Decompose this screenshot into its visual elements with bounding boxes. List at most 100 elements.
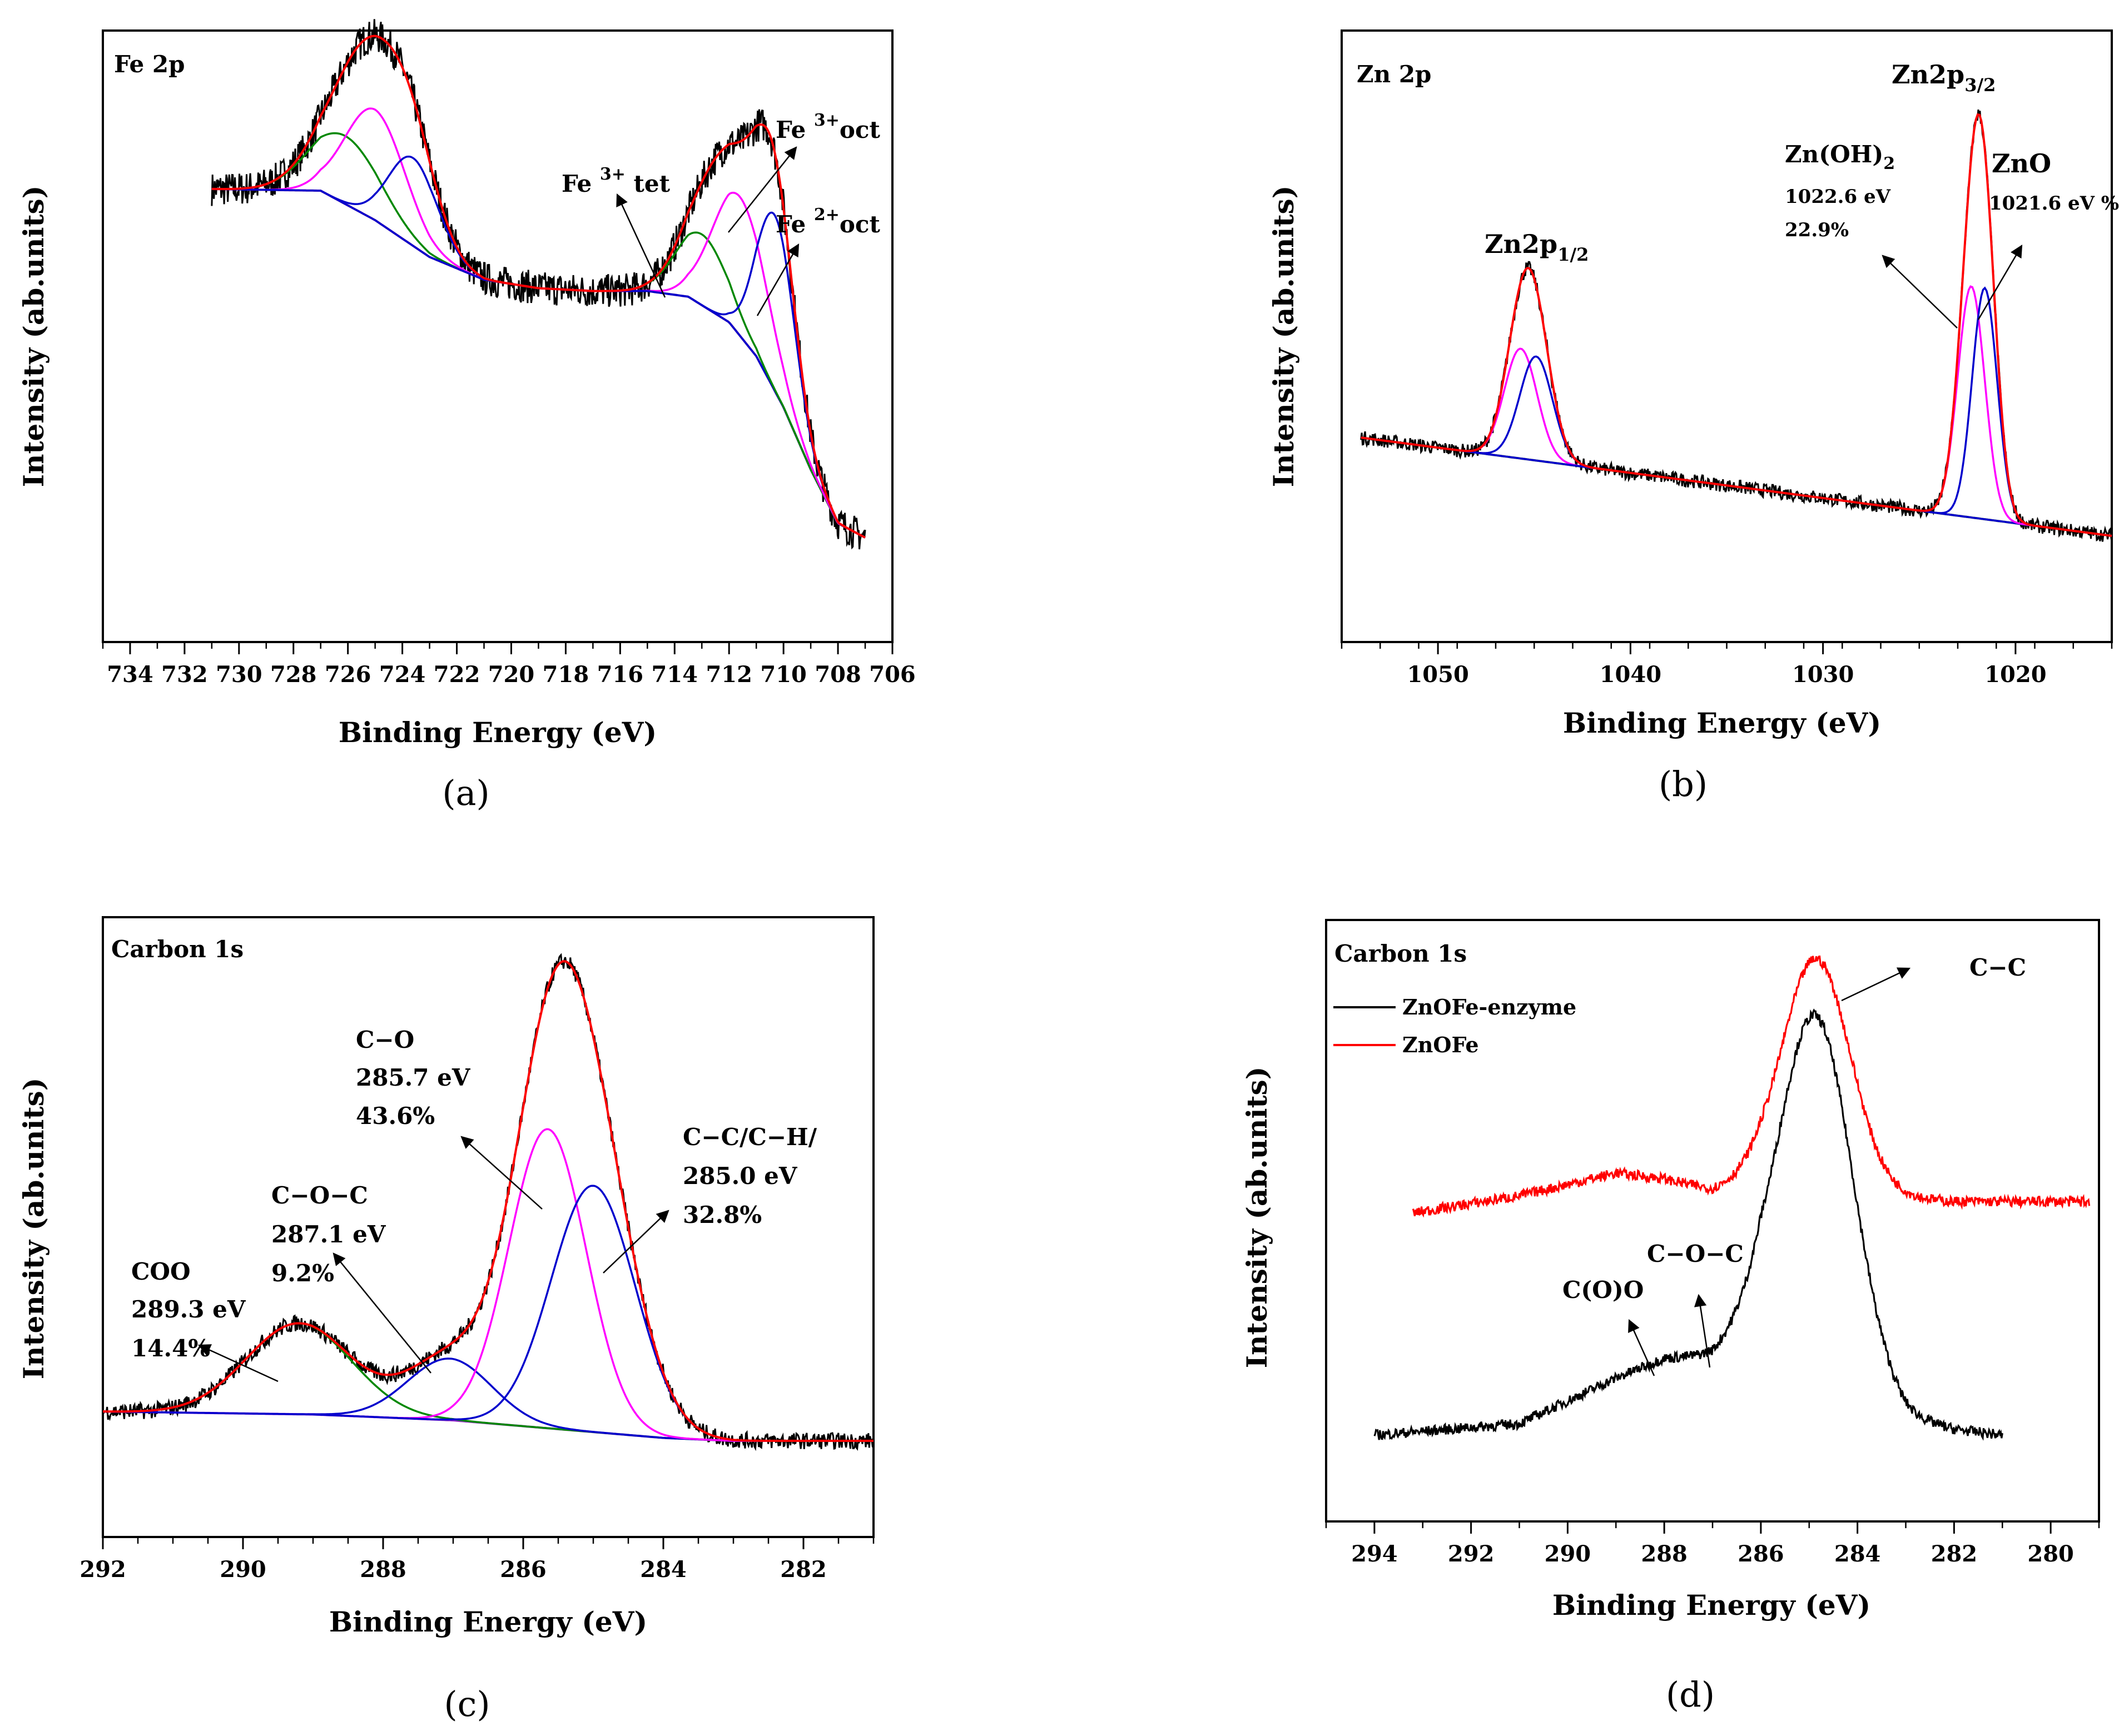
fe3-tet-sup: 3+ (600, 165, 626, 184)
fe2-oct-post: oct (840, 211, 881, 238)
zn2p32-main: Zn2p (1892, 59, 1964, 89)
zn2p32-sub: 3/2 (1964, 74, 1996, 96)
c-o-percent: 43.6% (356, 1102, 435, 1130)
x-tick-label: 730 (216, 661, 262, 688)
svg-text:Fe 3+ tet: Fe 3+ tet (562, 165, 671, 197)
svg-text:Zn2p3/2: Zn2p3/2 (1892, 59, 1996, 96)
x-tick-label: 290 (220, 1556, 266, 1583)
annotation-fe2-oct: Fe 2+oct (756, 205, 880, 316)
x-tick-label: 1050 (1407, 661, 1468, 688)
arrow-zno (1977, 245, 2023, 320)
annotation-c-c: C−C/C−H/ 285.0 eV 32.8% (603, 1123, 817, 1274)
x-tick-label: 282 (780, 1556, 827, 1583)
annotation-coo: COO 289.3 eV 14.4% (131, 1258, 279, 1382)
x-tick-label: 1020 (1984, 661, 2046, 688)
x-tick-label: 728 (270, 661, 317, 688)
x-tick-label: 710 (760, 661, 807, 688)
x-tick-label: 712 (706, 661, 752, 688)
x-tick-label: 284 (640, 1556, 687, 1583)
peak-blue-710.3 (211, 188, 866, 539)
peak-blue-1021.6 (1361, 286, 2112, 537)
arrow-d-c-c (1841, 967, 1911, 1002)
arrow-d-coo (1628, 1319, 1655, 1376)
panel-title-b: Zn 2p (1357, 61, 1431, 88)
x-tick-label: 714 (652, 661, 698, 688)
zn2p12-sub: 1/2 (1557, 244, 1589, 265)
znoh2-energy: 1022.6 eV (1785, 186, 1891, 208)
x-ticks-d: 294 292 290 288 286 284 282 280 (1325, 1521, 2100, 1567)
legend-label-enzyme: ZnOFe-enzyme (1402, 994, 1576, 1019)
x-tick-label: 724 (379, 661, 426, 688)
panel-c: 292 290 288 286 284 282 Carbon 1s Intensity (… (17, 916, 875, 1724)
x-tick-label: 286 (500, 1556, 547, 1583)
curves-a (211, 19, 866, 550)
fe3-tet-prefix: Fe (562, 170, 600, 197)
znoh2-percent: 22.9% (1785, 219, 1849, 241)
x-tick-label: 294 (1351, 1541, 1398, 1567)
panel-d: 294 292 290 288 286 284 282 280 Carbon 1s Inten… (1240, 919, 2100, 1715)
arrow-fe2-oct (756, 243, 800, 316)
y-axis-label-b: Intensity (ab.units) (1267, 186, 1300, 488)
annotation-fe3-oct: Fe 3+oct (728, 111, 880, 233)
d-c-c-label: C−C (1969, 954, 2026, 981)
znoh2-sub: 2 (1883, 154, 1895, 173)
c-c-energy: 285.0 eV (683, 1162, 798, 1190)
coo-label: COO (131, 1258, 191, 1285)
svg-text:Zn(OH)2: Zn(OH)2 (1785, 141, 1895, 173)
x-axis-label-d: Binding Energy (eV) (1552, 1589, 1870, 1621)
x-tick-label: 1030 (1792, 661, 1854, 688)
raw-data-line (102, 953, 875, 1451)
x-tick-label: 734 (107, 661, 153, 688)
arrow-d-c-o-c (1694, 1294, 1711, 1368)
y-axis-label-c: Intensity (ab.units) (17, 1078, 50, 1380)
arrow-c-c (603, 1210, 669, 1274)
c-o-energy: 285.7 eV (356, 1064, 471, 1091)
arrow-c-o-c (333, 1252, 431, 1374)
raw-data-line (211, 19, 866, 550)
fe3-oct-prefix: Fe (776, 116, 814, 143)
peak-magenta-725 (211, 107, 866, 539)
c-o-label: C−O (356, 1026, 414, 1053)
annotation-d-c-o-c: C−O−C (1647, 1240, 1744, 1368)
coo-energy: 289.3 eV (131, 1296, 246, 1323)
x-tick-label: 280 (2027, 1541, 2074, 1567)
fe3-tet-post: tet (626, 170, 671, 197)
caption-d: (d) (1666, 1674, 1715, 1715)
svg-text:Fe 2+oct: Fe 2+oct (776, 205, 880, 238)
legend-d: ZnOFe-enzyme ZnOFe (1333, 994, 1576, 1057)
c-c-label: C−C/C−H/ (683, 1123, 817, 1151)
caption-c: (c) (444, 1684, 490, 1724)
panel-title-d: Carbon 1s (1334, 940, 1467, 967)
x-tick-label: 716 (597, 661, 644, 688)
arrow-fe3-tet (616, 193, 666, 298)
baseline-line (211, 188, 866, 539)
zno-energy: 1021.6 eV % (1989, 192, 2119, 215)
x-tick-label: 732 (161, 661, 208, 688)
d-coo-label: C(O)O (1562, 1276, 1644, 1304)
arrow-znoh2 (1882, 255, 1958, 329)
panel-title-c: Carbon 1s (111, 936, 244, 963)
x-tick-label: 708 (815, 661, 861, 688)
annotation-zn2p12: Zn2p1/2 (1485, 229, 1589, 265)
c-o-c-energy: 287.1 eV (271, 1221, 386, 1248)
annotation-znoh2: Zn(OH)2 1022.6 eV 22.9% (1785, 141, 1958, 329)
fe2-oct-sup: 2+ (814, 205, 840, 225)
x-axis-label-c: Binding Energy (eV) (329, 1605, 647, 1638)
fe3-oct-sup: 3+ (814, 111, 840, 130)
annotation-c-o-c: C−O−C 287.1 eV 9.2% (271, 1182, 431, 1374)
curves-b (1360, 110, 2113, 543)
coo-percent: 14.4% (131, 1335, 210, 1362)
peak-green-726 (211, 132, 866, 539)
panel-title-a: Fe 2p (114, 51, 185, 78)
x-ticks-b: 1050 1040 1030 1020 (1341, 642, 2113, 688)
annotation-fe3-tet: Fe 3+ tet (562, 165, 671, 298)
x-tick-label: 288 (360, 1556, 406, 1583)
arrow-c-o (460, 1136, 543, 1210)
zno-label: ZnO (1992, 148, 2051, 178)
y-axis-label-a: Intensity (ab.units) (17, 186, 50, 488)
x-tick-label: 706 (869, 661, 916, 688)
c-o-c-label: C−O−C (271, 1182, 368, 1209)
x-ticks-a: 734 732 730 728 726 724 722 720 718 716 714 712 710 7… (102, 642, 916, 688)
c-c-percent: 32.8% (683, 1201, 762, 1228)
